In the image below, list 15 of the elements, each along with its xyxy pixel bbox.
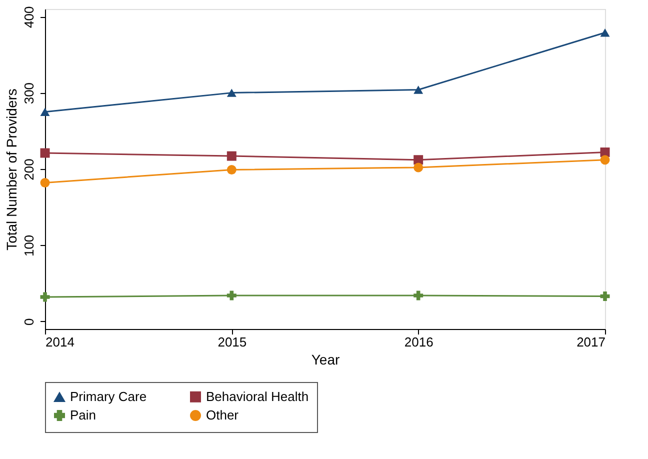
- legend-label: Pain: [70, 408, 96, 422]
- y-tick-label: 200: [22, 158, 36, 180]
- y-tick-label: 400: [22, 6, 36, 28]
- x-tick-label: 2016: [404, 334, 434, 350]
- legend-label: Other: [206, 408, 240, 422]
- legend-label: Behavioral Health: [206, 388, 309, 404]
- x-tick-label: 2017: [576, 334, 606, 350]
- x-tick-label: 2015: [218, 334, 247, 350]
- y-tick-label: 0: [22, 318, 36, 326]
- y-tick-label: 300: [22, 82, 36, 104]
- y-axis-title: Total Number of Providers: [4, 88, 20, 250]
- x-tick-label: 2014: [46, 334, 74, 350]
- legend-label: Primary Care: [70, 389, 147, 404]
- x-axis-title: Year: [311, 352, 340, 368]
- y-tick-label: 100: [22, 234, 36, 257]
